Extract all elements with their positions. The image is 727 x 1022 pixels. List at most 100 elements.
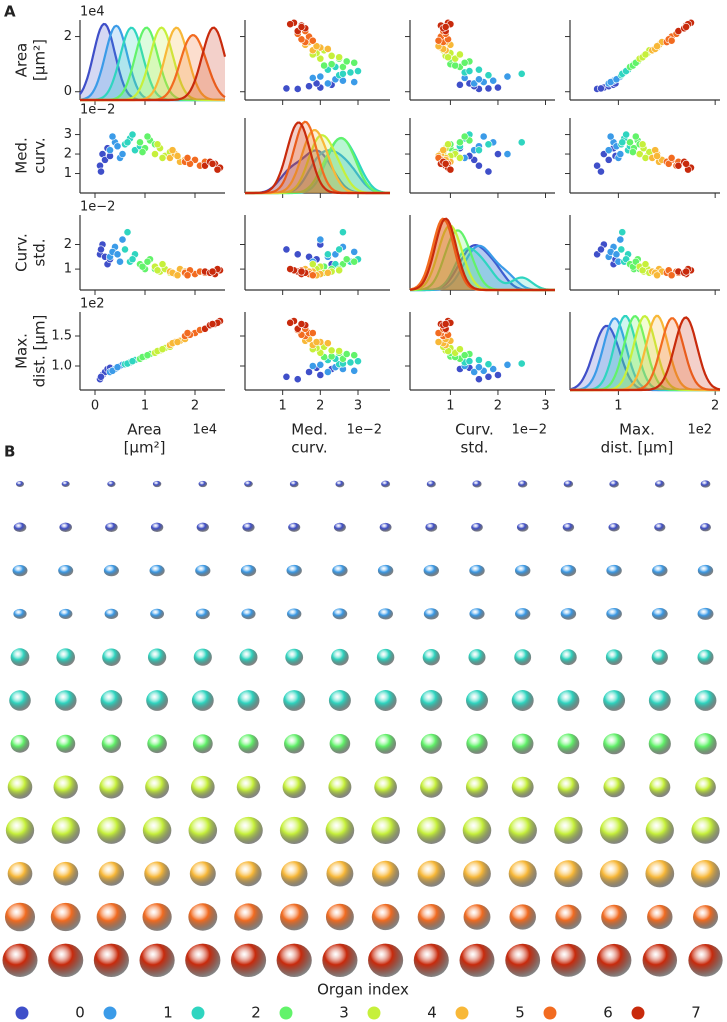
- organ: [241, 608, 256, 620]
- scatter-point: [282, 245, 291, 254]
- organ: [654, 523, 666, 532]
- y-axis-label: Area: [13, 43, 31, 78]
- scatter-point: [128, 255, 137, 264]
- kde-area: [245, 150, 390, 193]
- organ: [648, 733, 671, 755]
- kde-area: [245, 135, 390, 193]
- scatter-point: [97, 167, 105, 176]
- scatter-point: [183, 329, 192, 337]
- organ: [192, 734, 213, 754]
- kde-area: [80, 27, 225, 101]
- x-exponent: 1e−2: [512, 423, 547, 438]
- organ: [146, 690, 169, 711]
- scatter-point: [316, 72, 325, 81]
- organ: [608, 523, 620, 532]
- scatter-point: [475, 363, 483, 372]
- organ: [283, 690, 306, 711]
- x-tick-label: 3: [541, 399, 549, 414]
- organ: [469, 564, 485, 577]
- organ: [374, 776, 397, 798]
- scatter-point: [151, 150, 159, 158]
- scatter-point: [475, 375, 483, 384]
- scatter-point: [456, 80, 464, 89]
- organ: [328, 776, 352, 798]
- y-axis-label: curv.: [31, 137, 49, 173]
- scatter-point: [316, 54, 325, 63]
- scatter-point: [631, 132, 640, 141]
- organ: [563, 480, 574, 488]
- organ: [9, 690, 31, 711]
- organ: [285, 648, 304, 666]
- organ: [54, 690, 77, 711]
- organ: [280, 861, 308, 887]
- legend-marker: [631, 1006, 645, 1020]
- kde-area: [410, 230, 555, 290]
- organ: [379, 522, 392, 532]
- scatter-point: [339, 228, 347, 237]
- scatter-point: [312, 338, 321, 346]
- scatter-point: [604, 155, 613, 164]
- x-tick-label: 3: [354, 399, 362, 414]
- scatter-point: [113, 250, 122, 259]
- organ: [191, 690, 214, 711]
- scatter-point: [158, 345, 167, 354]
- kde-curve: [409, 217, 555, 292]
- organ: [518, 480, 528, 488]
- scatter-point: [446, 165, 455, 174]
- organ: [609, 480, 619, 488]
- organ: [606, 608, 622, 620]
- organ: [48, 943, 84, 977]
- scatter-point: [444, 140, 452, 149]
- organ: [509, 904, 536, 930]
- scatter-point: [667, 36, 676, 45]
- scatter-point: [653, 271, 661, 280]
- organ: [700, 480, 711, 488]
- organ: [425, 522, 438, 532]
- scatter-point: [484, 167, 493, 176]
- scatter-point: [312, 42, 321, 51]
- scatter-point: [123, 228, 132, 237]
- organ: [288, 522, 301, 532]
- y-tick-label: 0: [64, 84, 72, 99]
- organ: [240, 564, 257, 577]
- organ: [150, 608, 165, 620]
- organ: [560, 608, 577, 620]
- scatter-point: [456, 345, 464, 354]
- scatter-point: [323, 250, 332, 259]
- scatter-point: [618, 138, 627, 147]
- scatter-point: [316, 235, 325, 244]
- legend-marker: [455, 1006, 469, 1020]
- scatter-point: [517, 138, 526, 147]
- scatter-point: [622, 130, 631, 139]
- scatter-point: [128, 130, 137, 139]
- organ: [325, 903, 354, 931]
- scatter-point: [479, 132, 488, 141]
- scatter-point: [444, 53, 452, 62]
- kde-area: [570, 318, 720, 390]
- kde-area: [80, 24, 225, 100]
- scatter-point: [475, 356, 483, 364]
- scatter-point: [335, 347, 344, 355]
- scatter-point: [308, 36, 317, 45]
- organ: [234, 903, 263, 931]
- scatter-point: [494, 150, 502, 158]
- scatter-point: [297, 35, 306, 44]
- legend-title: Organ index: [317, 981, 409, 999]
- scatter-point: [158, 260, 167, 269]
- organ: [652, 564, 668, 577]
- organ: [554, 860, 583, 888]
- organ: [196, 522, 209, 532]
- scatter-point: [286, 318, 295, 327]
- scatter-point: [118, 235, 127, 244]
- organ: [417, 860, 446, 887]
- organ: [289, 480, 299, 488]
- scatter-point: [460, 132, 469, 141]
- organ: [53, 775, 78, 799]
- kde-curve: [570, 316, 721, 392]
- scatter-point: [153, 140, 162, 149]
- organ: [58, 608, 73, 619]
- organ: [104, 608, 119, 620]
- scatter-point: [439, 146, 448, 155]
- scatter-point: [339, 62, 347, 71]
- scatter-point: [346, 358, 355, 367]
